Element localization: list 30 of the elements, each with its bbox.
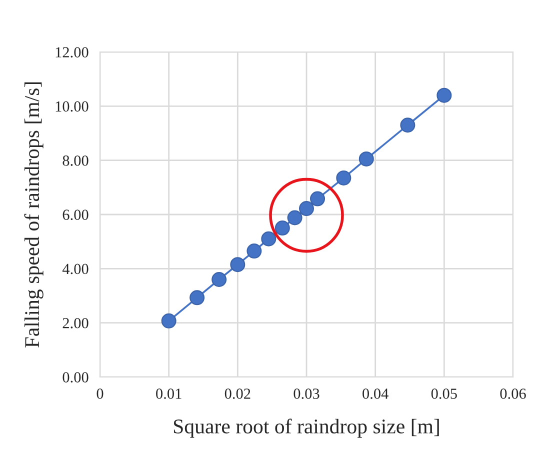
x-tick-label: 0.02 [224, 388, 250, 399]
x-tick-label: 0.01 [156, 388, 182, 399]
y-axis-title: Falling speed of raindrops [m/s] [24, 82, 44, 348]
point [190, 290, 205, 306]
point [230, 257, 246, 272]
point [161, 313, 176, 328]
y-tick-label: 6.00 [62, 210, 88, 220]
point [287, 210, 302, 226]
point [246, 244, 262, 259]
point [261, 231, 276, 246]
y-tick-label: 8.00 [62, 155, 88, 166]
point [336, 170, 352, 186]
y-tick-label: 10.00 [56, 101, 88, 112]
point [212, 272, 227, 287]
x-tick-label: 0.06 [500, 388, 526, 399]
point [310, 191, 326, 206]
point [358, 151, 374, 166]
point [299, 201, 314, 216]
point [274, 220, 290, 236]
x-tick-label: 0 [96, 388, 104, 399]
x-axis-title: Square root of raindrop size [m] [174, 418, 439, 438]
x-tick-label: 0.05 [431, 388, 457, 399]
x-tick-label: 0.04 [362, 388, 388, 399]
point [436, 88, 452, 103]
point [400, 118, 416, 133]
y-tick-label: 12.00 [56, 47, 88, 58]
y-tick-label: 4.00 [62, 264, 88, 274]
y-tick-label: 0.00 [62, 372, 88, 383]
y-tick-label: 2.00 [62, 318, 88, 328]
x-tick-label: 0.03 [294, 388, 320, 399]
